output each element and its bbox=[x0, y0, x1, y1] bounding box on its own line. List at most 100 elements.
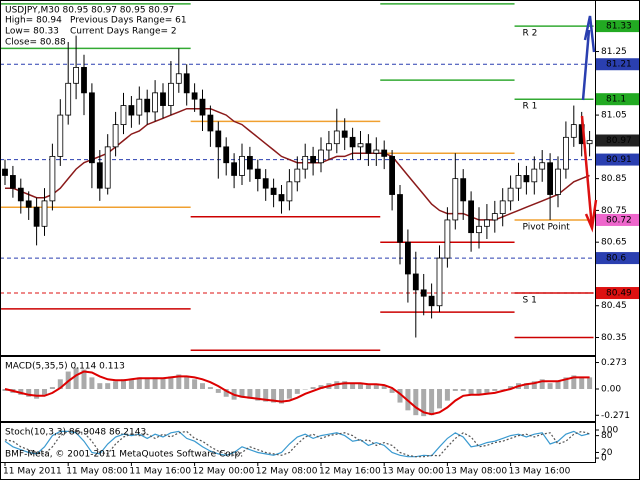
macd-bar bbox=[200, 383, 205, 389]
candle-body bbox=[246, 155, 253, 170]
candle-body bbox=[104, 146, 111, 189]
candle-body bbox=[523, 175, 530, 183]
macd-bar bbox=[192, 379, 198, 389]
macd-bar bbox=[144, 378, 150, 389]
price-tag bbox=[596, 134, 639, 147]
y-tick-label: -0.271 bbox=[601, 411, 630, 421]
price-tag bbox=[596, 153, 639, 166]
macd-bar bbox=[113, 381, 119, 389]
candle-body bbox=[2, 168, 8, 176]
macd-bar bbox=[358, 383, 363, 389]
main-plot: R 2 R 1 Pivot Point S 1 bbox=[1, 3, 595, 351]
candle-body bbox=[302, 155, 309, 170]
x-tick-label: 13 May 00:00 bbox=[382, 467, 444, 477]
macd-bar bbox=[342, 381, 348, 389]
macd-bar bbox=[105, 383, 111, 389]
candle-body bbox=[436, 257, 443, 307]
candle-body bbox=[81, 67, 87, 94]
macd-bar bbox=[523, 383, 529, 389]
y-tick-label: 80.85 bbox=[601, 174, 627, 184]
info-label: Close= 80.88 bbox=[5, 38, 66, 48]
price-tag-label: 80.6 bbox=[606, 254, 626, 264]
macd-bar bbox=[444, 389, 450, 401]
candle-body bbox=[555, 168, 561, 195]
candle-body bbox=[120, 105, 127, 126]
candle-body bbox=[539, 162, 546, 170]
info-label: Low= 80.33 bbox=[5, 27, 59, 37]
macd-bar bbox=[381, 386, 387, 389]
candle-body bbox=[483, 219, 490, 227]
candle-body bbox=[397, 194, 403, 243]
macd-bar bbox=[476, 389, 482, 395]
macd-bar bbox=[421, 389, 427, 417]
candle-body bbox=[9, 175, 16, 189]
candle-body bbox=[270, 187, 277, 195]
macd-bar bbox=[160, 378, 166, 389]
candle-body bbox=[89, 92, 95, 164]
macd-bar bbox=[365, 385, 371, 389]
candle-body bbox=[531, 168, 538, 183]
candle-body bbox=[310, 155, 317, 164]
macd-bar bbox=[468, 389, 474, 395]
macd-bar bbox=[128, 379, 134, 389]
stoch-line bbox=[4, 430, 590, 458]
candle-body bbox=[507, 187, 514, 202]
stoch-pane bbox=[0, 422, 596, 463]
copyright: BMF-Meta, © 2001-2011 MetaQuotes Softwar… bbox=[5, 450, 243, 460]
candle-body bbox=[389, 155, 396, 195]
candle-body bbox=[17, 187, 24, 202]
price-tag bbox=[596, 58, 639, 71]
macd-bar bbox=[437, 389, 442, 409]
y-tick-label: 80.65 bbox=[601, 238, 627, 248]
candle-body bbox=[239, 155, 245, 176]
macd-bar bbox=[555, 381, 561, 389]
macd-bar bbox=[539, 379, 545, 389]
candle-body bbox=[112, 124, 119, 148]
candle-body bbox=[452, 178, 459, 221]
candle-body bbox=[404, 241, 411, 275]
price-tag-label: 80.97 bbox=[606, 136, 632, 146]
stoch-line bbox=[4, 430, 590, 458]
level-label: S 1 bbox=[523, 296, 537, 306]
macd-bar bbox=[49, 387, 55, 389]
candle-body bbox=[373, 149, 380, 154]
candle-body bbox=[136, 98, 143, 116]
macd-bar bbox=[460, 389, 466, 391]
macd-bar bbox=[255, 389, 261, 401]
macd-bar bbox=[81, 369, 87, 389]
y-tick-label: 0 bbox=[601, 454, 607, 464]
macd-bar bbox=[168, 376, 174, 389]
candle-body bbox=[318, 149, 324, 164]
macd-bar bbox=[152, 377, 158, 389]
candle-body bbox=[349, 136, 356, 148]
candle-body bbox=[191, 92, 198, 100]
y-tick-label: 0.00 bbox=[601, 385, 621, 395]
candle-body bbox=[563, 136, 569, 170]
candle-body bbox=[33, 206, 40, 227]
candle-body bbox=[254, 168, 261, 180]
macd-bar bbox=[500, 389, 506, 390]
macd-bar bbox=[508, 386, 514, 389]
down-arrow bbox=[580, 115, 598, 233]
candle-body bbox=[476, 225, 482, 234]
candle-body bbox=[444, 219, 451, 259]
macd-bar bbox=[579, 377, 585, 389]
macd-bar bbox=[571, 375, 577, 389]
macd-bar bbox=[184, 376, 190, 389]
candle-body bbox=[412, 273, 419, 291]
candle-body bbox=[365, 143, 372, 154]
price-tag bbox=[596, 20, 639, 33]
candle-body bbox=[286, 181, 293, 202]
candle-body bbox=[333, 130, 340, 145]
candle-body bbox=[294, 168, 301, 183]
x-tick-label: 12 May 16:00 bbox=[319, 467, 381, 477]
macd-bar bbox=[452, 389, 458, 391]
up-arrow bbox=[581, 15, 596, 101]
candle-body bbox=[41, 200, 48, 227]
macd-bar bbox=[271, 389, 277, 403]
candle-body bbox=[428, 295, 435, 307]
y-tick-label: 20 bbox=[601, 448, 613, 458]
candle-body bbox=[223, 146, 230, 164]
macd-bar bbox=[215, 389, 221, 393]
